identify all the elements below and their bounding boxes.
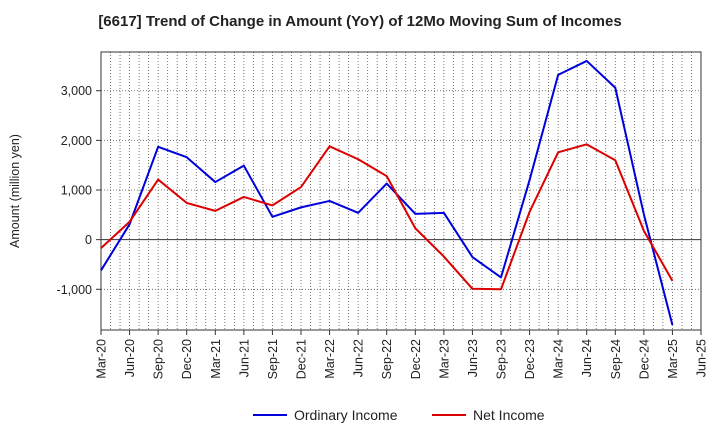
- chart-title: [6617] Trend of Change in Amount (YoY) o…: [98, 13, 622, 30]
- x-tick-label: Sep-20: [152, 339, 166, 379]
- x-tick-label: Sep-23: [495, 339, 509, 379]
- x-tick-label: Jun-25: [695, 339, 709, 377]
- x-tick-label: Mar-23: [437, 339, 451, 379]
- x-tick-label: Mar-21: [209, 339, 223, 379]
- x-tick-label: Sep-24: [609, 339, 623, 379]
- x-tick-label: Dec-22: [409, 339, 423, 379]
- x-tick-label: Jun-23: [466, 339, 480, 377]
- series-lines: [100, 59, 674, 326]
- plot-border: [100, 51, 702, 331]
- x-tick-label: Sep-21: [266, 339, 280, 379]
- x-tick-label: Dec-24: [637, 339, 651, 379]
- axes: [96, 51, 702, 335]
- x-tick-label: Dec-21: [295, 339, 309, 379]
- y-tick-label: 3,000: [61, 84, 92, 98]
- x-tick-label: Dec-23: [523, 339, 537, 379]
- legend-label: Net Income: [473, 407, 545, 423]
- x-tick-label: Jun-24: [580, 339, 594, 377]
- y-axis-label: Amount (million yen): [8, 134, 22, 248]
- x-tick-label: Mar-24: [552, 339, 566, 379]
- x-tick-label: Dec-20: [180, 339, 194, 379]
- grid: [100, 52, 702, 330]
- x-tick-label: Mar-22: [323, 339, 337, 379]
- x-tick-label: Mar-20: [95, 339, 109, 379]
- x-tick-label: Jun-20: [123, 339, 137, 377]
- legend-label: Ordinary Income: [294, 407, 398, 423]
- x-tick-label: Jun-22: [352, 339, 366, 377]
- plot-area: [101, 52, 701, 330]
- x-tick-label: Sep-22: [380, 339, 394, 379]
- y-tick-label: -1,000: [57, 283, 92, 297]
- x-tick-label: Mar-25: [666, 339, 680, 379]
- y-tick-label: 2,000: [61, 134, 92, 148]
- x-tick-label: Jun-21: [237, 339, 251, 377]
- y-tick-label: 0: [85, 233, 92, 247]
- tick-labels: -1,000 0 1,000 2,000 3,000 Mar-20 Jun-20 Sep-20…: [8, 84, 709, 379]
- y-tick-label: 1,000: [61, 184, 92, 198]
- legend: Ordinary Income Net Income: [253, 407, 545, 423]
